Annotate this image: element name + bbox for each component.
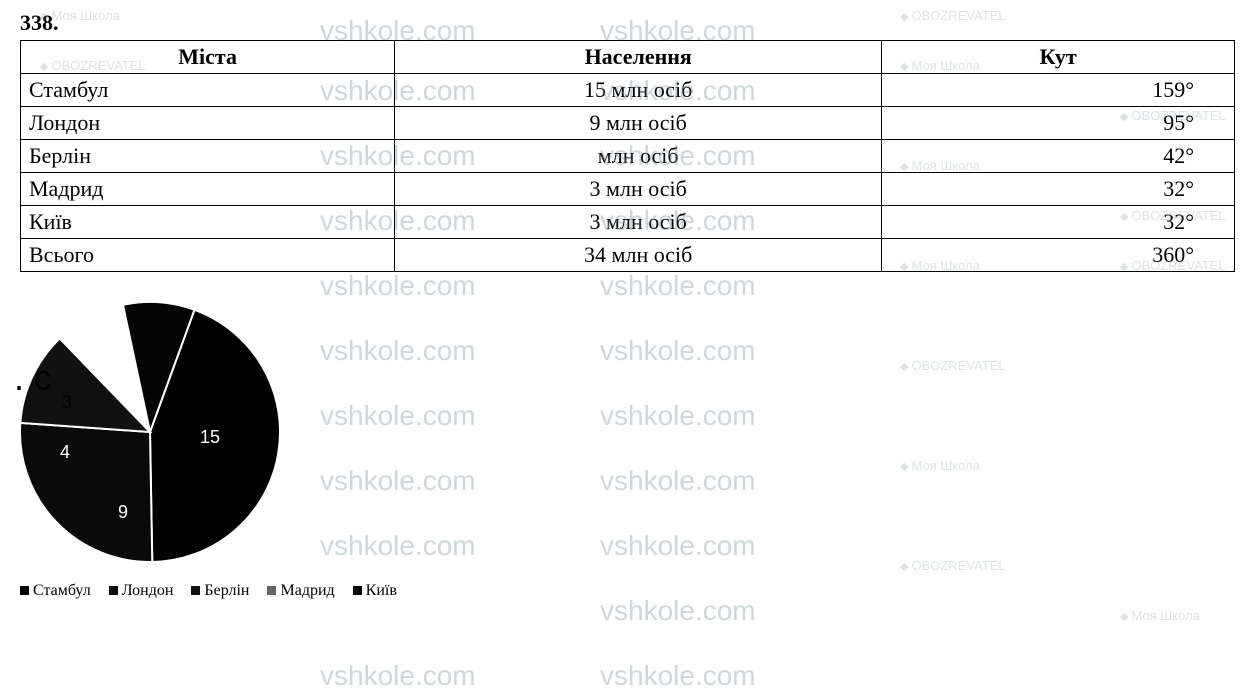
cell-angle: 42° <box>882 140 1235 173</box>
table-header-row: Міста Населення Кут <box>21 41 1235 74</box>
pie-slice <box>20 423 152 562</box>
legend-label: Берлін <box>204 582 249 599</box>
cell-city: Всього <box>21 239 395 272</box>
table-row: Стамбул15 млн осіб159° <box>21 74 1235 107</box>
watermark-text: vshkole.com <box>320 465 476 497</box>
cell-population: 15 млн осіб <box>395 74 882 107</box>
watermark-text: vshkole.com <box>600 660 756 692</box>
data-table: Міста Населення Кут Стамбул15 млн осіб15… <box>20 40 1235 272</box>
slice-label: 3 <box>108 344 118 365</box>
legend-item: Київ <box>353 582 397 600</box>
cell-population: 3 млн осіб <box>395 206 882 239</box>
watermark-text: vshkole.com <box>320 270 476 302</box>
table-row: Берлінмлн осіб42° <box>21 140 1235 173</box>
cell-population: 3 млн осіб <box>395 173 882 206</box>
watermark-small: ◆Моя Школа <box>1120 608 1200 623</box>
legend-item: Лондон <box>109 582 174 600</box>
legend-swatch <box>353 586 362 595</box>
watermark-small: ◆OBOZREVATEL <box>900 358 1006 373</box>
cell-angle: 32° <box>882 206 1235 239</box>
legend-swatch <box>191 586 200 595</box>
watermark-text: vshkole.com <box>600 530 756 562</box>
watermark-small: ◆Моя Школа <box>900 458 980 473</box>
legend-item: Стамбул <box>20 582 91 600</box>
watermark-text: vshkole.com <box>320 335 476 367</box>
legend-swatch <box>267 586 276 595</box>
cell-city: Мадрид <box>21 173 395 206</box>
watermark-text: vshkole.com <box>600 270 756 302</box>
cell-population: 34 млн осіб <box>395 239 882 272</box>
cell-city: Берлін <box>21 140 395 173</box>
legend-label: Київ <box>366 582 397 599</box>
cell-city: Київ <box>21 206 395 239</box>
slice-label: 3 <box>62 392 72 413</box>
watermark-text: vshkole.com <box>600 335 756 367</box>
table-row: Мадрид3 млн осіб32° <box>21 173 1235 206</box>
cell-city: Стамбул <box>21 74 395 107</box>
cell-angle: 95° <box>882 107 1235 140</box>
slice-label: 9 <box>118 502 128 523</box>
legend-label: Мадрид <box>280 582 334 599</box>
watermark-text: vshkole.com <box>320 400 476 432</box>
legend-swatch <box>20 586 29 595</box>
legend-label: Стамбул <box>33 582 91 599</box>
cell-angle: 159° <box>882 74 1235 107</box>
watermark-text: vshkole.com <box>600 400 756 432</box>
pie-chart: . c 159433 <box>20 302 280 562</box>
cell-population: млн осіб <box>395 140 882 173</box>
overlay-fragment: . c <box>14 357 52 399</box>
table-row: Лондон9 млн осіб95° <box>21 107 1235 140</box>
watermark-text: vshkole.com <box>600 465 756 497</box>
cell-angle: 32° <box>882 173 1235 206</box>
pie-chart-area: . c 159433 СтамбулЛондонБерлінМадридКиїв <box>20 302 300 600</box>
legend-label: Лондон <box>122 582 174 599</box>
cell-city: Лондон <box>21 107 395 140</box>
slice-label: 15 <box>200 427 220 448</box>
pie-legend: СтамбулЛондонБерлінМадридКиїв <box>20 582 300 600</box>
col-header-city: Міста <box>21 41 395 74</box>
cell-population: 9 млн осіб <box>395 107 882 140</box>
exercise-number: 338. <box>20 10 1235 36</box>
pie-svg <box>20 302 280 562</box>
legend-item: Мадрид <box>267 582 334 600</box>
table-row: Київ3 млн осіб32° <box>21 206 1235 239</box>
col-header-population: Населення <box>395 41 882 74</box>
slice-label: 4 <box>60 442 70 463</box>
legend-item: Берлін <box>191 582 249 600</box>
legend-swatch <box>109 586 118 595</box>
watermark-text: vshkole.com <box>320 660 476 692</box>
watermark-text: vshkole.com <box>320 530 476 562</box>
watermark-small: ◆OBOZREVATEL <box>900 558 1006 573</box>
col-header-angle: Кут <box>882 41 1235 74</box>
table-row: Всього34 млн осіб360° <box>21 239 1235 272</box>
watermark-text: vshkole.com <box>600 595 756 627</box>
cell-angle: 360° <box>882 239 1235 272</box>
